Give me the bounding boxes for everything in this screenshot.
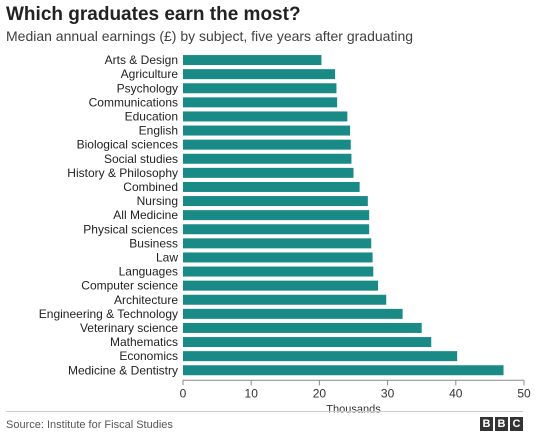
bar [183,210,370,221]
bar [183,351,458,362]
category-label: Medicine & Dentistry [68,363,178,377]
category-label: History & Philosophy [67,166,178,180]
category-label: Computer science [81,279,178,293]
bar [183,365,504,376]
category-label: Languages [119,265,178,279]
bbc-logo: B B C [480,417,523,431]
bar [183,266,374,277]
category-label: Agriculture [121,67,179,81]
bar [183,196,368,207]
logo-letter: C [510,417,523,431]
category-label: Engineering & Technology [39,307,178,321]
category-label: Law [156,250,178,264]
bar [183,153,352,164]
bar [183,294,387,305]
bar [183,55,322,66]
bar [183,322,422,333]
category-label: Physical sciences [83,222,178,236]
category-label: Architecture [114,293,178,307]
category-label: Psychology [117,81,178,95]
bar [183,125,351,136]
bar [183,83,337,94]
category-label: English [139,124,178,138]
source-note: Source: Institute for Fiscal Studies [6,419,173,431]
x-tick-label: 0 [180,386,187,400]
bar [183,280,379,291]
logo-letter: B [480,417,493,431]
bar [183,308,403,319]
category-label: Nursing [137,194,178,208]
x-axis-title: Thousands [326,403,381,415]
bar [183,167,354,178]
bar [183,224,370,235]
bar [183,97,338,108]
chart-subtitle: Median annual earnings (£) by subject, f… [6,28,414,44]
category-label: Arts & Design [105,53,178,67]
bar [183,111,348,122]
category-label: Combined [123,180,178,194]
chart-title: Which graduates earn the most? [6,4,301,25]
logo-letter: B [495,417,508,431]
category-label: Mathematics [110,335,178,349]
category-label: All Medicine [113,208,178,222]
category-label: Communications [89,95,178,109]
category-label: Biological sciences [77,138,178,152]
category-label: Education [125,109,178,123]
category-label: Economics [119,349,178,363]
x-tick-label: 10 [245,386,259,400]
category-label: Business [129,236,178,250]
category-label: Veterinary science [80,321,178,335]
bar [183,139,351,150]
bar [183,238,372,249]
footer-divider [6,411,523,412]
bar [183,252,373,263]
x-tick-label: 30 [381,386,395,400]
x-tick-label: 20 [313,386,327,400]
bar [183,337,432,348]
x-tick-label: 40 [449,386,463,400]
bar [183,69,336,80]
x-tick-label: 50 [517,386,531,400]
bar [183,181,360,192]
category-label: Social studies [104,152,178,166]
